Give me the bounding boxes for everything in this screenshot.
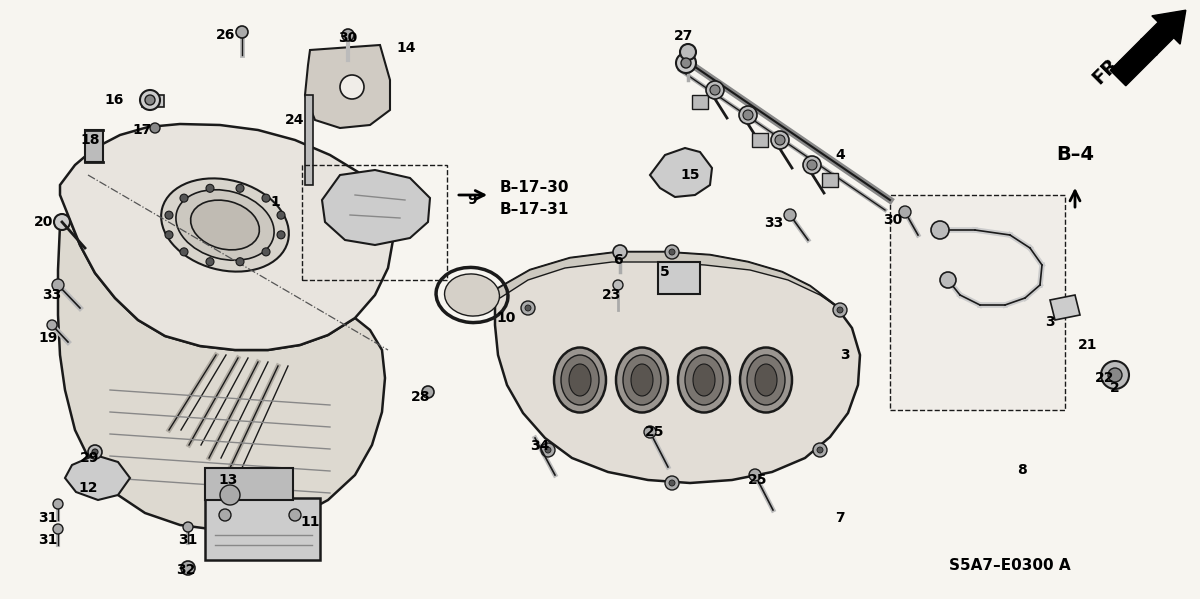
Circle shape [680,44,696,60]
Text: 33: 33 [42,288,61,302]
Circle shape [340,75,364,99]
Text: 18: 18 [80,133,100,147]
Text: 31: 31 [38,511,58,525]
Circle shape [289,509,301,521]
Circle shape [833,303,847,317]
Circle shape [206,184,214,192]
Text: 13: 13 [218,473,238,487]
Text: 9: 9 [467,193,476,207]
Circle shape [47,320,58,330]
Circle shape [670,249,674,255]
Circle shape [53,499,64,509]
Circle shape [150,123,160,133]
Text: 28: 28 [412,390,431,404]
Circle shape [682,58,691,68]
Bar [302,165,446,280]
Text: 17: 17 [132,123,151,137]
Circle shape [899,206,911,218]
Circle shape [749,469,761,481]
Text: 3: 3 [840,348,850,362]
Text: 7: 7 [835,511,845,525]
Circle shape [665,476,679,490]
Bar [85,130,103,162]
Circle shape [277,231,286,239]
Text: 6: 6 [613,253,623,267]
Text: 26: 26 [216,28,235,42]
Text: 25: 25 [749,473,768,487]
Circle shape [220,509,230,521]
Bar [305,95,313,185]
Polygon shape [65,455,130,500]
Circle shape [342,29,354,41]
Text: 12: 12 [78,481,97,495]
Text: 29: 29 [80,451,100,465]
Bar [890,195,1066,410]
Circle shape [743,110,754,120]
Polygon shape [1050,295,1080,320]
Circle shape [931,221,949,239]
Bar [822,173,838,187]
Circle shape [676,53,696,73]
Text: 1: 1 [270,195,280,209]
Ellipse shape [444,274,499,316]
Circle shape [262,248,270,256]
Circle shape [54,214,70,230]
Polygon shape [58,215,385,530]
Circle shape [180,194,188,202]
Ellipse shape [176,190,274,261]
Polygon shape [650,148,712,197]
Text: B–17–31: B–17–31 [500,202,569,217]
Text: 2: 2 [1110,381,1120,395]
Ellipse shape [746,355,785,405]
Circle shape [1102,361,1129,389]
Text: 33: 33 [764,216,784,230]
Bar [142,95,164,107]
Text: 15: 15 [680,168,700,182]
Circle shape [772,131,790,149]
Text: 31: 31 [179,533,198,547]
Text: 25: 25 [646,425,665,439]
Circle shape [182,522,193,532]
Bar [205,468,293,500]
Circle shape [739,106,757,124]
Circle shape [940,272,956,288]
Ellipse shape [616,347,668,413]
Circle shape [180,248,188,256]
Text: 14: 14 [396,41,415,55]
Circle shape [52,279,64,291]
Text: 20: 20 [35,215,54,229]
Polygon shape [496,252,835,305]
Text: 8: 8 [1018,463,1027,477]
Text: 3: 3 [1045,315,1055,329]
Text: 4: 4 [835,148,845,162]
Circle shape [613,245,628,259]
Circle shape [521,301,535,315]
Ellipse shape [740,347,792,413]
Ellipse shape [562,355,599,405]
Circle shape [88,445,102,459]
Polygon shape [322,170,430,245]
Circle shape [775,135,785,145]
Text: 34: 34 [530,439,550,453]
Text: 24: 24 [286,113,305,127]
Text: B–4: B–4 [1056,146,1094,165]
Bar [692,95,708,109]
Text: 5: 5 [660,265,670,279]
Circle shape [164,211,173,219]
Circle shape [220,485,240,505]
Text: S5A7–E0300 A: S5A7–E0300 A [949,558,1070,573]
Circle shape [422,386,434,398]
Circle shape [212,477,248,513]
Ellipse shape [631,364,653,396]
Circle shape [613,280,623,290]
Circle shape [817,447,823,453]
Bar [752,133,768,147]
Text: 32: 32 [176,563,196,577]
Text: 31: 31 [38,533,58,547]
Bar [205,498,320,560]
Circle shape [164,231,173,239]
Text: 27: 27 [674,29,694,43]
Circle shape [206,258,214,266]
Circle shape [814,443,827,457]
